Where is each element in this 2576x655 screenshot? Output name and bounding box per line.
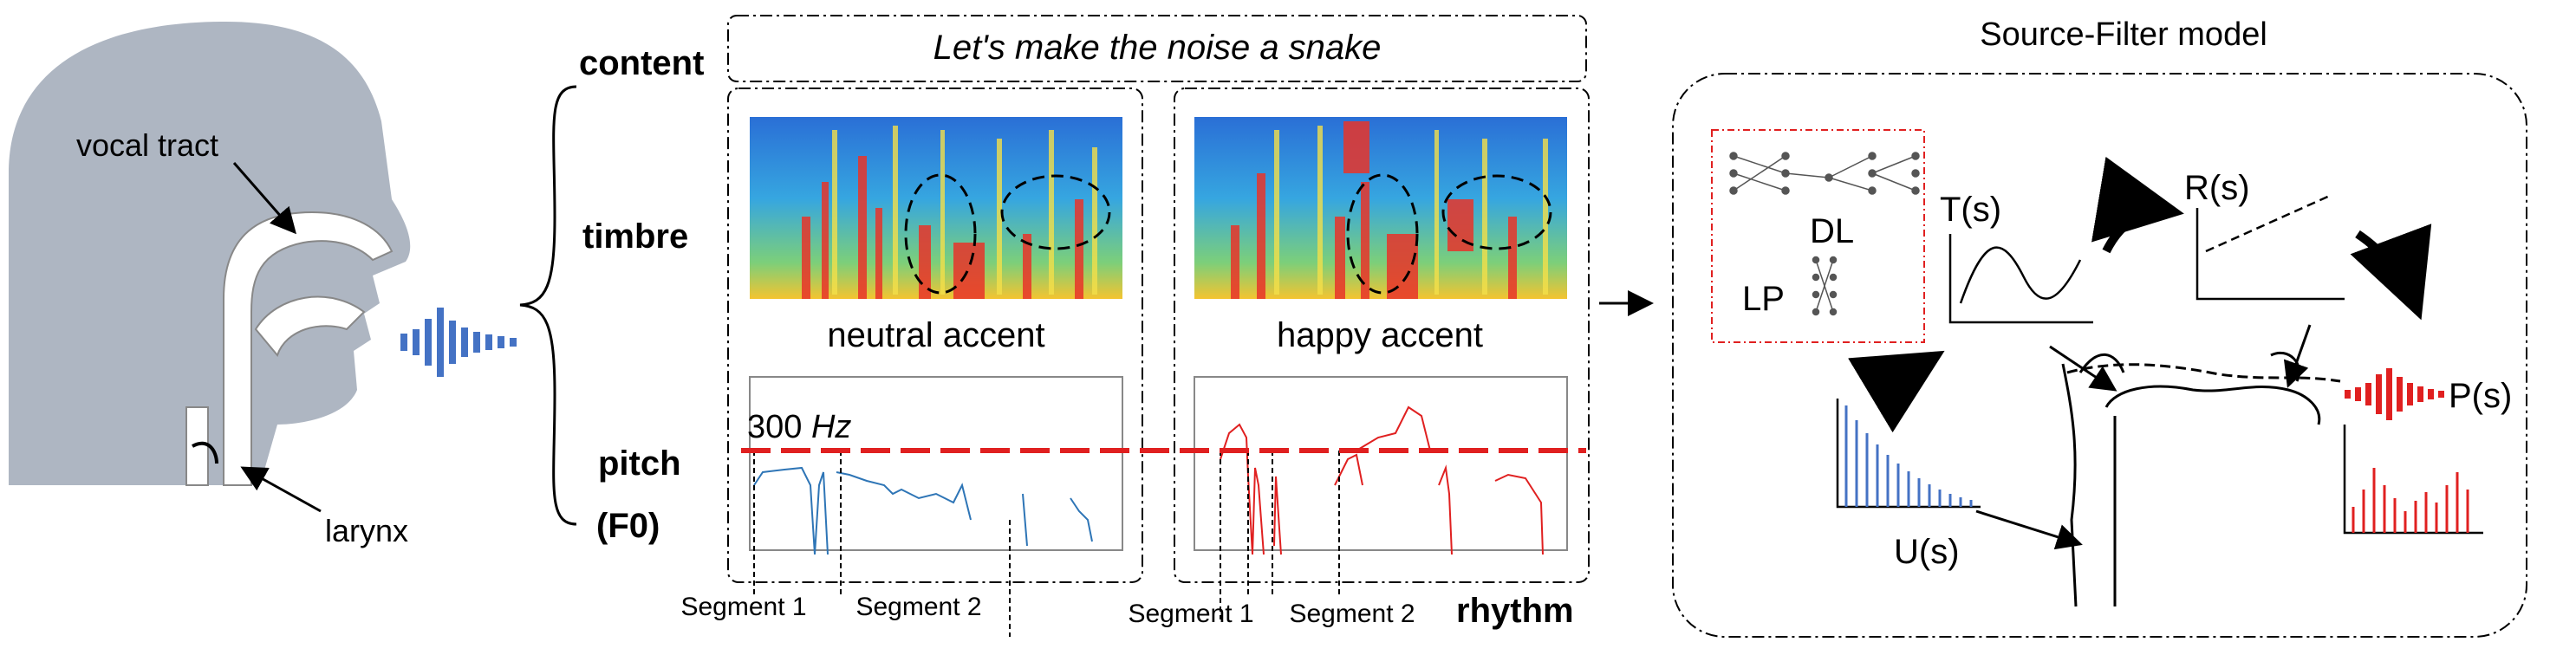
transfer-function-label: T(s) xyxy=(1940,191,2001,229)
lp-label: LP xyxy=(1742,280,1785,318)
threshold-label: 300 Hz xyxy=(747,409,851,445)
dl-lp-box xyxy=(1711,129,1925,343)
head-illustration: vocal tract larynx xyxy=(9,22,411,548)
happy-spectrogram xyxy=(1194,117,1567,299)
dl-label: DL xyxy=(1810,212,1854,250)
pitch-label: pitch xyxy=(598,444,681,483)
radiation-label: R(s) xyxy=(2184,169,2250,207)
happy-segment-1: Segment 1 xyxy=(1128,600,1253,628)
content-box xyxy=(727,15,1587,82)
neutral-segment-1: Segment 1 xyxy=(680,593,806,621)
head-silhouette xyxy=(9,22,411,485)
happy-segment-2: Segment 2 xyxy=(1289,600,1415,628)
neutral-panel: neutral accent Segment 1 Segment 2 xyxy=(680,88,1143,637)
happy-panel: happy accent Segment 1 Segment 2 xyxy=(1128,88,1590,628)
vocal-tract-cavity xyxy=(223,211,394,486)
tongue xyxy=(254,295,366,358)
curved-arrow-icon-3 xyxy=(1848,350,1945,433)
vocal-tract-label: vocal tract xyxy=(76,127,218,163)
larynx-shape xyxy=(185,406,209,486)
rhythm-label: rhythm xyxy=(1456,592,1574,630)
factor-brace xyxy=(519,85,577,526)
radiation-plot xyxy=(2195,193,2345,301)
content-sentence: Let's make the noise a snake xyxy=(933,29,1382,67)
timbre-label: timbre xyxy=(582,217,688,256)
source-spectrum xyxy=(1836,399,1981,509)
transfer-function-plot xyxy=(1948,234,2093,324)
content-label: content xyxy=(579,44,704,82)
neutral-pitch-plot xyxy=(749,376,1123,551)
f0-label: (F0) xyxy=(596,507,660,545)
output-wave-icon xyxy=(2345,368,2444,420)
source-filter-title: Source-Filter model xyxy=(1980,16,2267,53)
vocal-tract-sketch xyxy=(2061,351,2341,607)
neutral-segment-2: Segment 2 xyxy=(855,593,981,621)
neutral-spectrogram xyxy=(750,117,1122,299)
neutral-pitch-curve xyxy=(753,466,1093,555)
output-label: P(s) xyxy=(2449,377,2512,415)
larynx-label: larynx xyxy=(325,513,408,548)
output-spectrum xyxy=(2343,425,2483,535)
happy-pitch-plot xyxy=(1194,376,1568,551)
happy-accent-label: happy accent xyxy=(1277,316,1483,354)
source-label: U(s) xyxy=(1894,533,1960,571)
sound-wave-icon xyxy=(400,308,517,377)
curved-arrow-icon-2 xyxy=(2350,224,2432,321)
neural-network-icon xyxy=(1729,152,1920,195)
source-filter-box xyxy=(1672,73,2527,638)
lp-network-icon xyxy=(1812,256,1838,316)
curved-arrow-icon xyxy=(2091,156,2184,254)
neutral-accent-label: neutral accent xyxy=(827,316,1044,354)
